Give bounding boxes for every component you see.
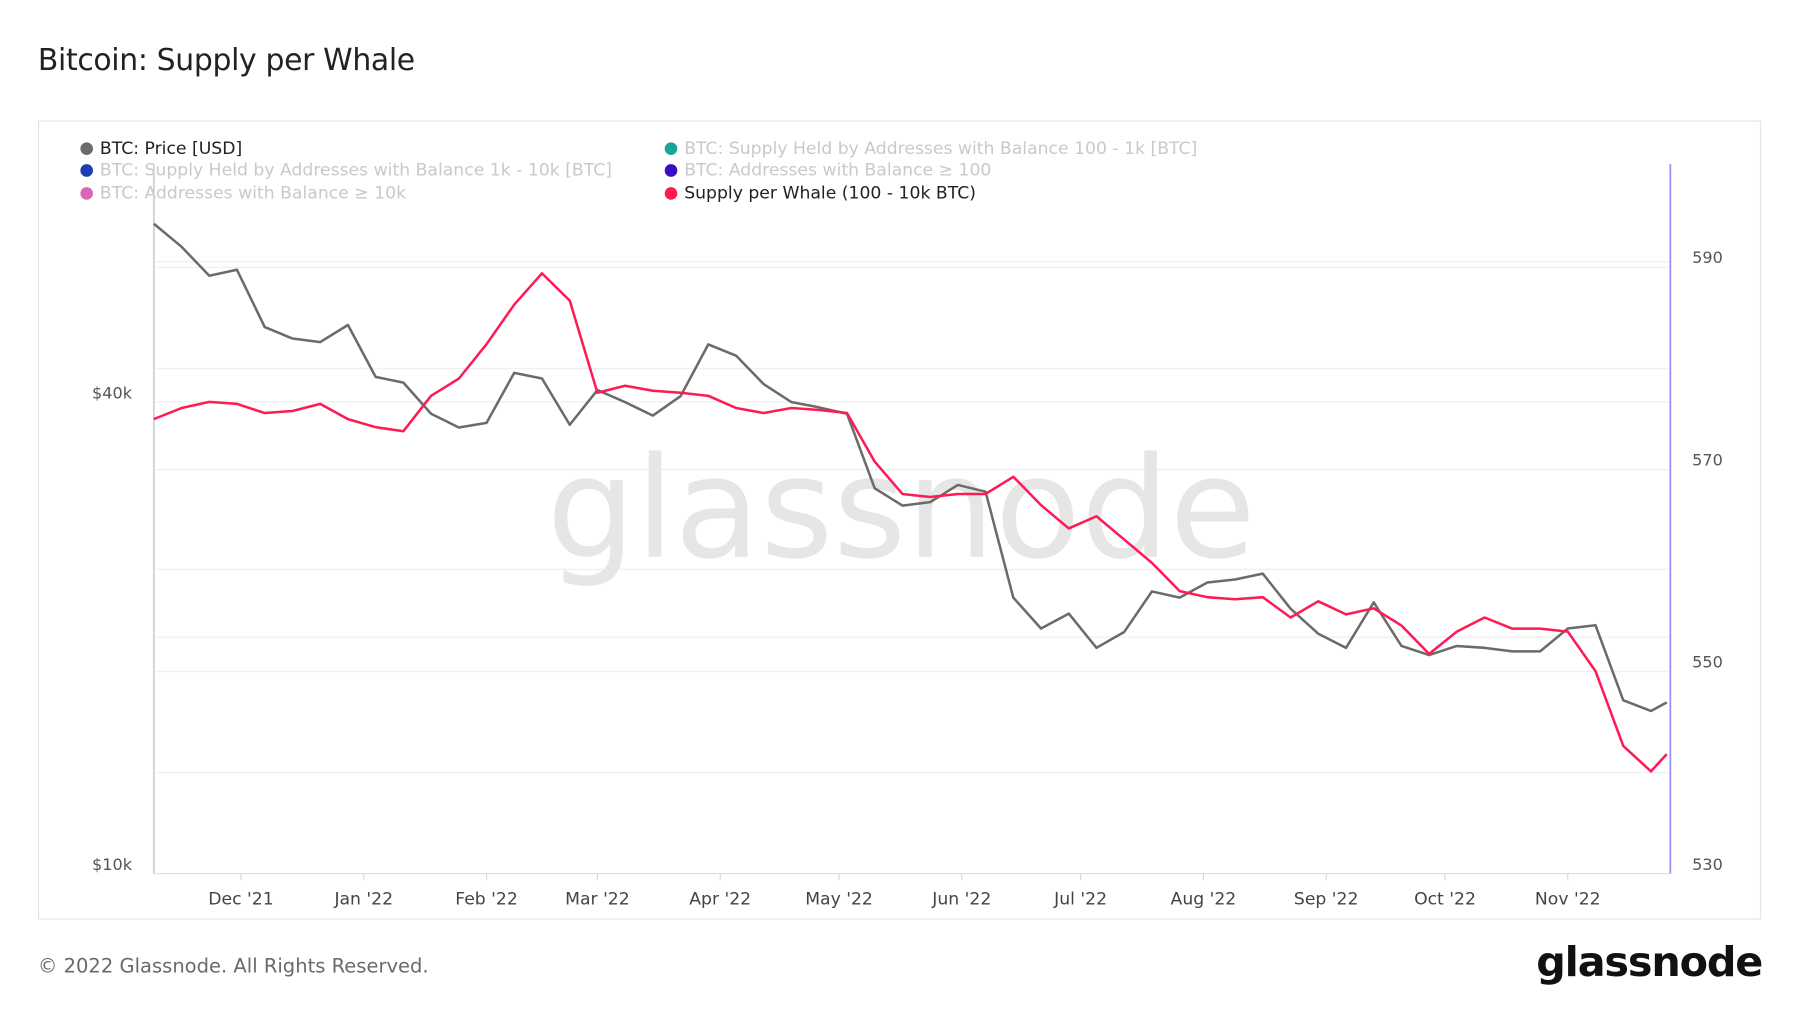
- price-line: [153, 222, 1668, 713]
- x-axis-ticks: Dec '21 Jan '22 Feb '22 Mar '22 Apr '22 May '…: [208, 873, 1601, 910]
- x-tick-label: Nov '22: [1535, 890, 1601, 910]
- glassnode-logo[interactable]: glassnode: [1536, 939, 1763, 987]
- copyright: © 2022 Glassnode. All Rights Reserved.: [37, 955, 429, 979]
- y-right-tick-label: 570: [1692, 450, 1723, 469]
- y-left-tick-label: $10k: [92, 855, 133, 874]
- legend-label: BTC: Addresses with Balance ≥ 10k: [99, 182, 407, 204]
- y-right-tick-label: 590: [1692, 248, 1723, 267]
- y-left-tick-label: $40k: [92, 383, 133, 402]
- legend-dot-icon: [664, 141, 678, 155]
- legend-item[interactable]: BTC: Addresses with Balance ≥ 100: [664, 159, 992, 181]
- series-lines: [153, 222, 1668, 773]
- x-tick-label: Apr '22: [689, 890, 751, 910]
- supply-per-whale-line: [153, 272, 1668, 773]
- legend-item[interactable]: BTC: Supply Held by Addresses with Balan…: [664, 137, 1198, 159]
- legend-item[interactable]: BTC: Supply Held by Addresses with Balan…: [80, 159, 612, 181]
- legend-item[interactable]: Supply per Whale (100 - 10k BTC): [664, 182, 976, 204]
- legend-label: BTC: Supply Held by Addresses with Balan…: [99, 159, 612, 181]
- legend-label: Supply per Whale (100 - 10k BTC): [684, 182, 976, 204]
- legend-dot-icon: [80, 186, 93, 200]
- x-tick-label: Jun '22: [931, 890, 991, 910]
- grid-lines: [153, 261, 1671, 774]
- legend-dot-icon: [80, 163, 93, 177]
- legend-label: BTC: Price [USD]: [99, 137, 243, 159]
- x-tick-label: May '22: [805, 890, 873, 910]
- y-axis-ticks: $10k $40k 530 550 570 590: [92, 248, 1723, 874]
- x-tick-label: Jan '22: [333, 890, 393, 910]
- x-tick-label: Jul '22: [1053, 890, 1107, 910]
- legend-dot-icon: [664, 186, 678, 200]
- y-right-tick-label: 550: [1692, 653, 1723, 672]
- legend-item[interactable]: BTC: Price [USD]: [80, 137, 243, 159]
- y-right-tick-label: 530: [1692, 855, 1723, 874]
- legend-dot-icon: [664, 163, 678, 177]
- x-tick-label: Dec '21: [208, 890, 273, 910]
- x-tick-label: Aug '22: [1171, 890, 1237, 910]
- legend-label: BTC: Supply Held by Addresses with Balan…: [684, 137, 1198, 159]
- legend-item[interactable]: BTC: Addresses with Balance ≥ 10k: [80, 182, 407, 204]
- x-tick-label: Sep '22: [1294, 890, 1359, 910]
- chart-frame: [37, 120, 1762, 920]
- x-tick-label: Feb '22: [455, 890, 518, 910]
- x-tick-label: Oct '22: [1414, 890, 1476, 910]
- legend-dot-icon: [80, 141, 93, 155]
- watermark: glassnode: [547, 428, 1256, 591]
- x-tick-label: Mar '22: [565, 890, 630, 910]
- page-title: Bitcoin: Supply per Whale: [37, 43, 415, 79]
- legend-label: BTC: Addresses with Balance ≥ 100: [684, 159, 992, 181]
